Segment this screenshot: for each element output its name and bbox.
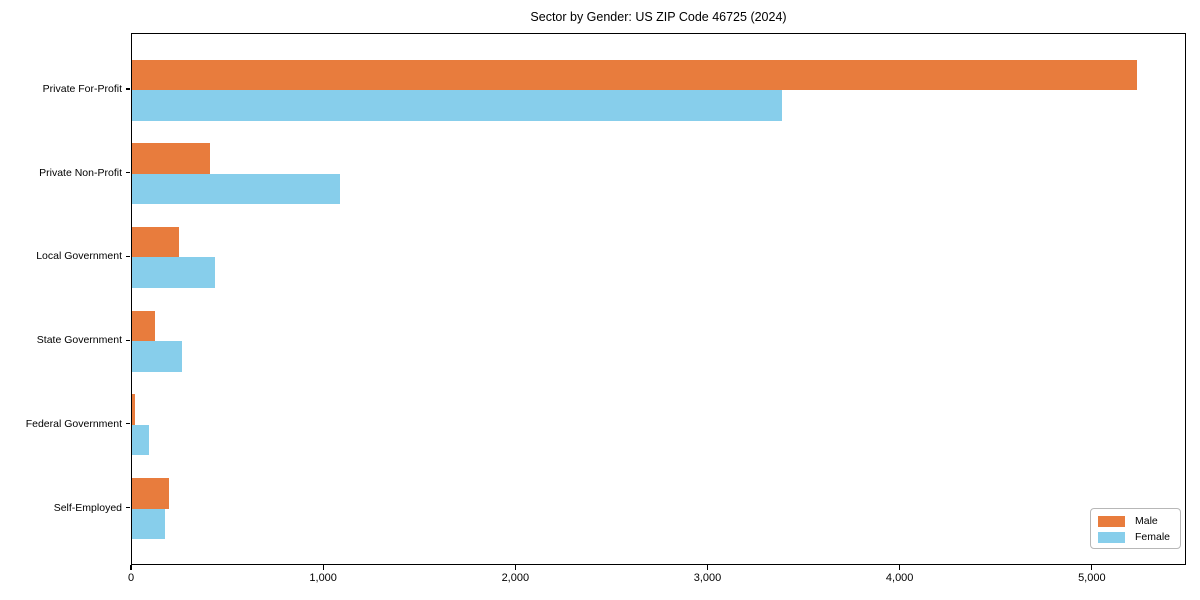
y-tick [125, 506, 130, 509]
y-tick [125, 255, 130, 257]
legend-entry-female: Female [1098, 531, 1172, 543]
y-category-label: Private Non-Profit [39, 166, 122, 179]
x-tick [322, 565, 324, 570]
legend: Male Female [1090, 508, 1181, 549]
y-tick [125, 172, 130, 174]
male-swatch-icon [1098, 515, 1125, 527]
legend-label-male: Male [1135, 515, 1158, 527]
bar-female-state-government [132, 341, 182, 372]
x-tick [1091, 565, 1093, 570]
y-category-label: Private For-Profit [42, 83, 122, 95]
x-tick [706, 565, 709, 570]
bar-male-self-employed [132, 478, 169, 509]
bar-male-private-for-profit [132, 59, 1137, 90]
y-category-label: Self-Employed [53, 501, 122, 514]
x-tick-label: 3,000 [693, 572, 722, 584]
bar-female-private-non-profit [132, 173, 340, 205]
chart-title: Sector by Gender: US ZIP Code 46725 (202… [530, 10, 787, 24]
x-tick-label: 0 [127, 572, 135, 584]
y-category-label: Local Government [36, 250, 122, 263]
female-swatch-icon [1098, 531, 1125, 543]
x-tick-label: 4,000 [885, 572, 914, 584]
bar-male-federal-government [132, 394, 135, 425]
x-tick [514, 565, 516, 570]
plot-area [131, 33, 1186, 565]
y-category-label: Federal Government [25, 417, 122, 430]
bar-male-state-government [132, 310, 156, 342]
y-tick [125, 423, 130, 425]
bar-female-self-employed [132, 508, 165, 539]
bar-female-private-for-profit [132, 90, 782, 121]
x-tick-label: 5,000 [1078, 572, 1106, 584]
legend-entry-male: Male [1098, 515, 1172, 527]
x-tick-label: 2,000 [501, 572, 530, 584]
y-tick [125, 339, 130, 341]
x-tick [130, 565, 132, 570]
bar-male-local-government [132, 226, 180, 258]
bar-female-federal-government [132, 424, 150, 456]
y-tick [125, 88, 130, 90]
y-category-label: State Government [36, 334, 122, 347]
bar-female-local-government [132, 257, 215, 288]
bar-male-private-non-profit [132, 143, 210, 174]
x-tick-label: 1,000 [309, 572, 337, 584]
x-tick [899, 565, 901, 570]
legend-label-female: Female [1135, 531, 1171, 543]
